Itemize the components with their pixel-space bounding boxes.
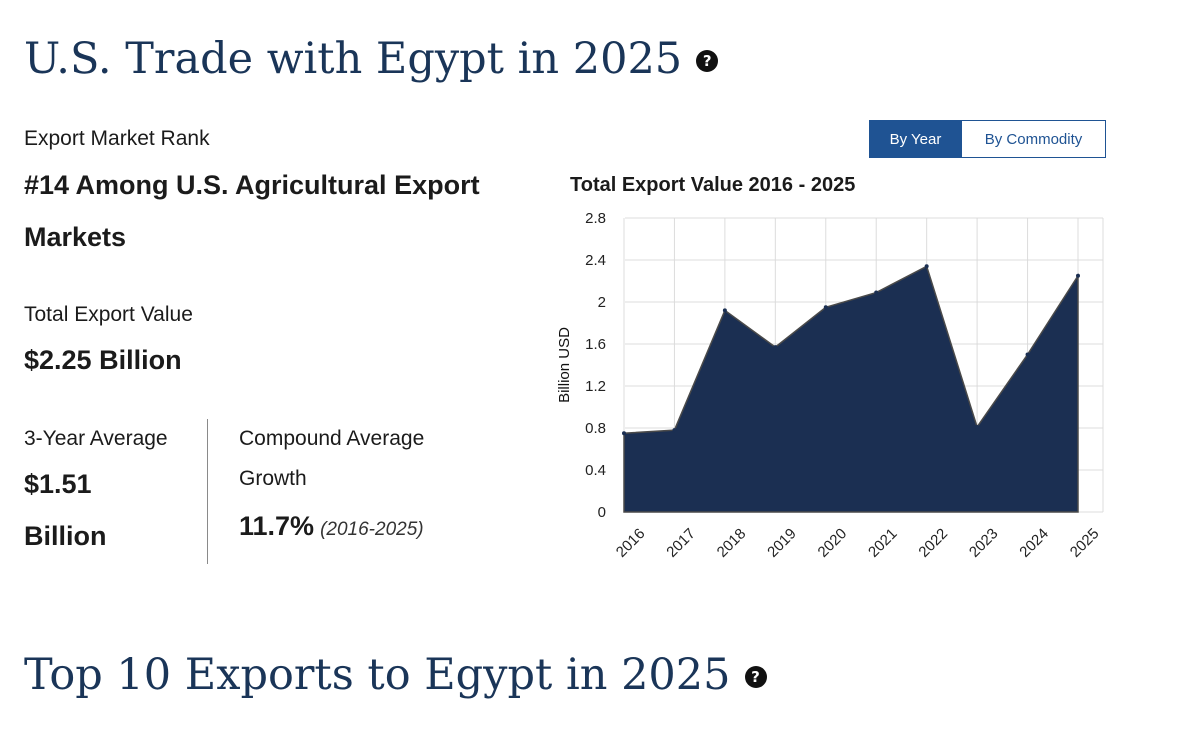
data-point-2025 <box>1076 273 1080 278</box>
three-year-average-value-line2: Billion <box>24 521 107 551</box>
y-tick-label: 1.2 <box>585 378 606 395</box>
y-tick-label: 0.8 <box>585 420 606 437</box>
export-value-area-chart: 0 0.4 0.8 1.2 1.6 2 2.4 2.8 2016 2017 2018 2019 2020… <box>556 210 1104 561</box>
x-tick-label: 2019 <box>764 525 800 561</box>
y-tick-label: 0.4 <box>585 462 606 479</box>
total-export-value-label: Total Export Value <box>24 303 193 326</box>
export-market-rank-value-line2: Markets <box>24 222 127 252</box>
y-tick-label: 2.4 <box>585 252 606 269</box>
data-point-2022 <box>924 264 929 269</box>
data-point-2019 <box>773 345 778 350</box>
data-point-2017 <box>672 428 677 433</box>
page-title: U.S. Trade with Egypt in 2025 ? <box>24 34 719 84</box>
data-point-2021 <box>874 290 879 295</box>
by-year-button[interactable]: By Year <box>869 120 962 158</box>
y-tick-label: 2.8 <box>585 210 606 227</box>
three-year-average-label: 3-Year Average <box>24 427 168 450</box>
x-tick-label: 2021 <box>865 525 901 561</box>
x-tick-label: 2017 <box>663 525 699 561</box>
total-export-value: $2.25 Billion <box>24 345 182 375</box>
data-point-2023 <box>975 424 980 429</box>
three-year-average-value-line1: $1.51 <box>24 469 92 499</box>
cagr-value: 11.7% <box>239 511 315 541</box>
data-point-2024 <box>1025 352 1030 357</box>
x-tick-label: 2020 <box>815 525 851 561</box>
x-tick-label: 2025 <box>1067 525 1103 561</box>
data-point-2016 <box>622 431 626 436</box>
x-tick-label: 2016 <box>613 525 649 561</box>
by-commodity-button[interactable]: By Commodity <box>962 120 1106 158</box>
chart-view-toggle: By Year By Commodity <box>869 120 1106 158</box>
x-tick-label: 2023 <box>966 525 1002 561</box>
export-market-rank-value-line1: #14 Among U.S. Agricultural Export <box>24 170 480 200</box>
cagr-value-row: 11.7% (2016-2025) <box>239 511 424 542</box>
area-series <box>623 265 1079 513</box>
x-tick-label: 2018 <box>714 525 750 561</box>
section-title-top-exports: Top 10 Exports to Egypt in 2025 ? <box>24 650 767 700</box>
y-tick-label: 0 <box>598 504 606 521</box>
y-tick-label: 2 <box>598 294 606 311</box>
data-point-2020 <box>823 305 828 310</box>
data-point-2018 <box>722 308 727 313</box>
chart-title: Total Export Value 2016 - 2025 <box>570 174 856 196</box>
cagr-period: (2016-2025) <box>320 519 424 540</box>
question-circle-icon[interactable]: ? <box>696 50 719 72</box>
y-axis-label: Billion USD <box>556 327 573 403</box>
stats-divider <box>207 419 208 564</box>
x-tick-label: 2022 <box>915 525 951 561</box>
cagr-label-line2: Growth <box>239 467 307 490</box>
export-market-rank-label: Export Market Rank <box>24 127 210 150</box>
page-title-text: U.S. Trade with Egypt in 2025 <box>24 34 683 84</box>
section-title-text: Top 10 Exports to Egypt in 2025 <box>24 650 731 700</box>
cagr-label-line1: Compound Average <box>239 427 425 450</box>
x-tick-label: 2024 <box>1016 525 1052 561</box>
question-circle-icon[interactable]: ? <box>744 666 767 688</box>
y-tick-label: 1.6 <box>585 336 606 353</box>
